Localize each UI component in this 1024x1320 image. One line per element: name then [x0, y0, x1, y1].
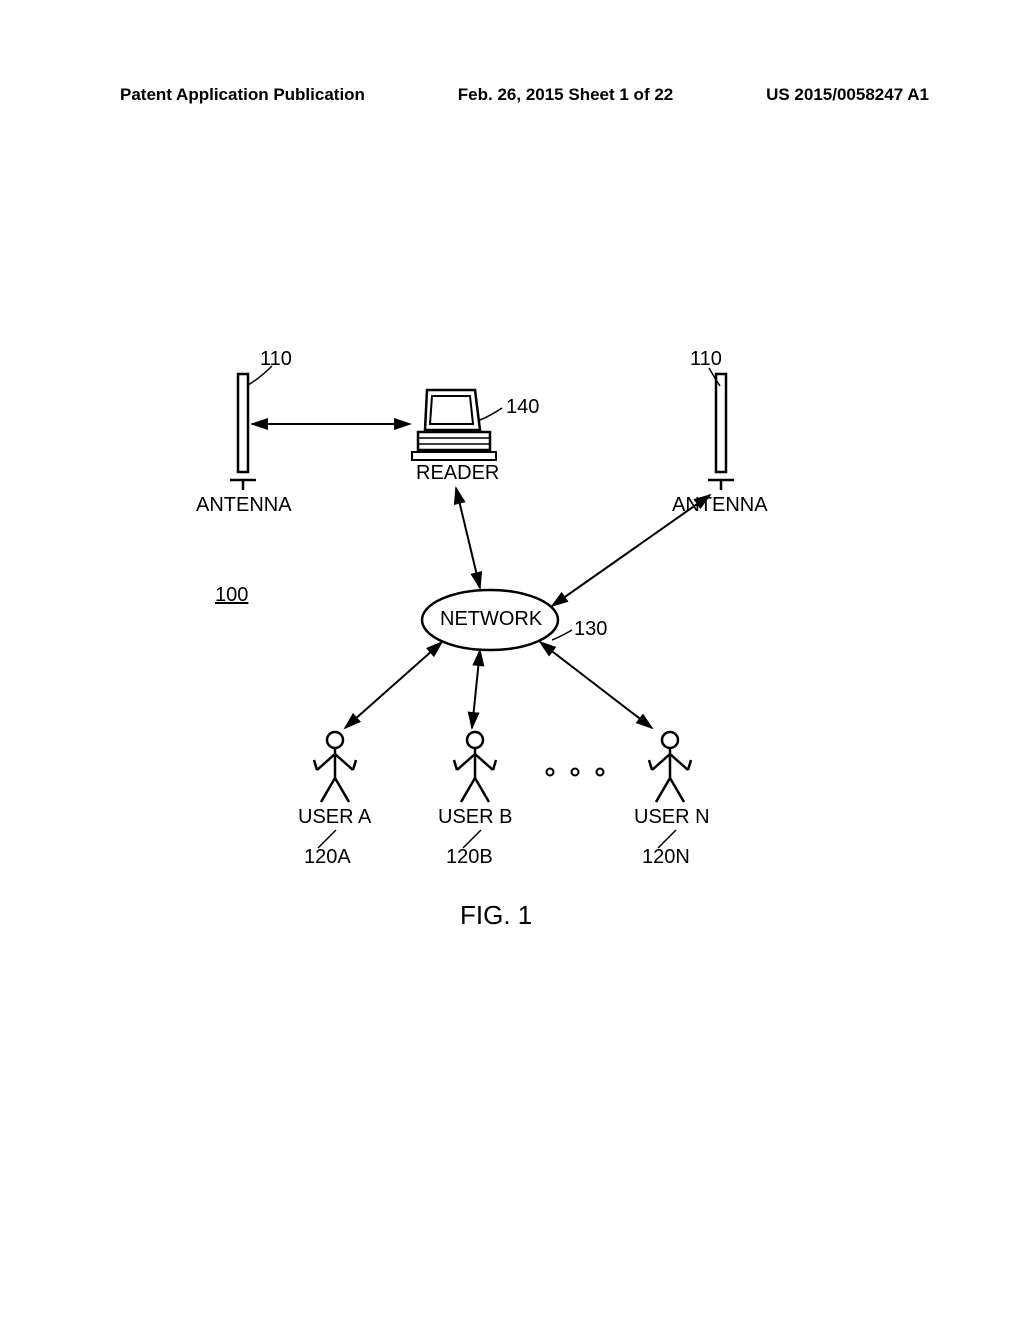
figure-caption: FIG. 1 — [460, 900, 532, 931]
user-a-label: USER A — [298, 806, 371, 829]
user-n-icon — [649, 732, 691, 802]
user-b-label: USER B — [438, 806, 512, 829]
user-b-icon — [454, 732, 496, 802]
system-ref: 100 — [215, 584, 248, 607]
header-center: Feb. 26, 2015 Sheet 1 of 22 — [458, 85, 673, 105]
header-left: Patent Application Publication — [120, 85, 365, 105]
user-a-icon — [314, 732, 356, 802]
antenna-left-ref: 110 — [260, 348, 292, 371]
user-n-label: USER N — [634, 806, 710, 829]
antenna-left-label: ANTENNA — [196, 494, 292, 517]
antenna-right-ref: 110 — [690, 348, 722, 371]
user-n-ref: 120N — [642, 846, 690, 869]
reader-ref: 140 — [506, 396, 539, 419]
antenna-left-icon — [230, 374, 256, 490]
user-a-ref: 120A — [304, 846, 351, 869]
page-header: Patent Application Publication Feb. 26, … — [0, 85, 1024, 105]
reader-label: READER — [416, 462, 499, 485]
figure-1-diagram: 110 ANTENNA 110 ANTENNA 140 READER 100 N… — [180, 340, 820, 880]
user-b-ref: 120B — [446, 846, 493, 869]
header-right: US 2015/0058247 A1 — [766, 85, 929, 105]
network-label: NETWORK — [440, 608, 542, 631]
antenna-right-label: ANTENNA — [672, 494, 768, 517]
reader-computer-icon — [412, 390, 496, 460]
network-ref: 130 — [574, 618, 607, 641]
antenna-right-icon — [708, 374, 734, 490]
